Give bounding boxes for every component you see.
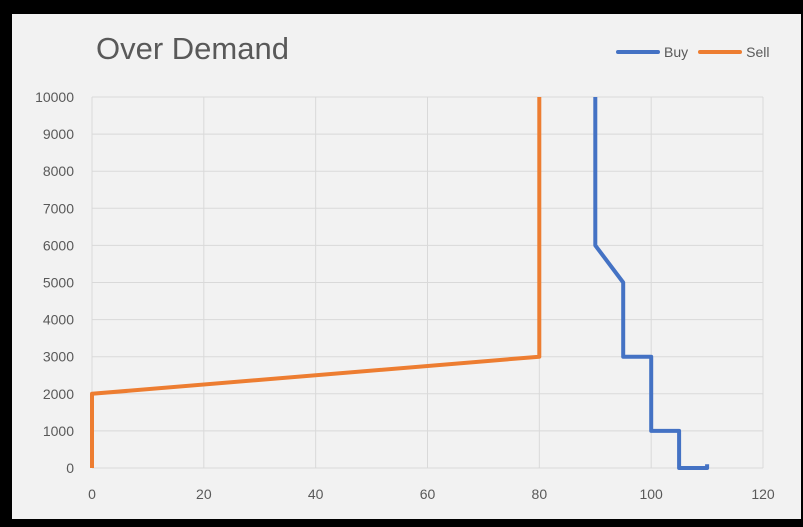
x-tick-label-6: 120 xyxy=(751,486,775,502)
y-tick-label-7: 7000 xyxy=(43,200,74,216)
legend-swatch-buy xyxy=(616,50,660,54)
series-line-sell xyxy=(90,97,542,468)
y-tick-label-4: 4000 xyxy=(43,312,74,328)
chart-area xyxy=(12,14,801,519)
y-tick-label-1: 1000 xyxy=(43,423,74,439)
series-line-buy xyxy=(593,97,710,470)
gridlines xyxy=(91,96,764,469)
legend-swatch-sell xyxy=(698,50,743,54)
y-tick-label-3: 3000 xyxy=(43,349,74,365)
y-tick-label-8: 8000 xyxy=(43,163,74,179)
y-tick-label-2: 2000 xyxy=(43,386,74,402)
legend: Buy Sell xyxy=(616,44,769,60)
x-tick-label-5: 100 xyxy=(639,486,663,502)
x-tick-label-4: 80 xyxy=(532,486,548,502)
y-tick-label-9: 9000 xyxy=(43,126,74,142)
x-tick-label-2: 40 xyxy=(308,486,324,502)
legend-label-sell: Sell xyxy=(746,44,770,60)
x-axis-ticks: 0 20 40 60 80 100 120 xyxy=(88,486,775,502)
series-lines xyxy=(90,97,710,470)
y-axis-ticks: 0 1000 2000 3000 4000 5000 6000 7000 8000 9000 100… xyxy=(35,89,74,476)
y-tick-label-6: 6000 xyxy=(43,237,74,253)
chart-title: Over Demand xyxy=(96,31,289,66)
x-tick-label-1: 20 xyxy=(196,486,212,502)
legend-item-sell: Sell xyxy=(698,44,769,60)
y-tick-label-10: 10000 xyxy=(35,89,74,105)
legend-item-buy: Buy xyxy=(616,44,688,60)
legend-label-buy: Buy xyxy=(664,44,689,60)
y-tick-label-0: 0 xyxy=(66,460,74,476)
x-tick-label-3: 60 xyxy=(420,486,436,502)
x-tick-label-0: 0 xyxy=(88,486,96,502)
y-tick-label-5: 5000 xyxy=(43,275,74,291)
